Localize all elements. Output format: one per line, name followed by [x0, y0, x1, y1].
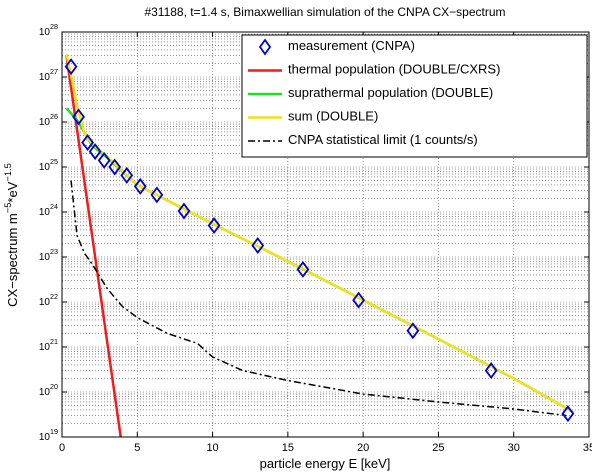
- y-tick-label: 1028​: [39, 22, 58, 38]
- data-point: [177, 202, 191, 220]
- x-tick-label: 20: [357, 442, 369, 454]
- y-tick-label: 1023​: [39, 247, 58, 263]
- legend-label: suprathermal population (DOUBLE): [288, 85, 493, 100]
- data-point: [120, 166, 134, 184]
- x-tick-label: 30: [508, 442, 520, 454]
- y-tick-label: 1019​: [39, 427, 58, 443]
- plot-area: [64, 54, 575, 437]
- y-tick-label: 1027​: [39, 67, 58, 83]
- y-tick-label: 1021​: [39, 337, 58, 353]
- y-tick-label: 1022​: [39, 292, 58, 308]
- data-point: [484, 362, 498, 380]
- x-tick-label: 25: [432, 442, 444, 454]
- x-tick-label: 35: [583, 442, 592, 454]
- legend-label: thermal population (DOUBLE/CXRS): [288, 62, 500, 77]
- data-point: [72, 108, 85, 126]
- x-axis-label: particle energy E [keV]: [260, 456, 391, 471]
- data-point: [108, 158, 122, 176]
- data-point: [97, 151, 111, 169]
- legend-label: sum (DOUBLE): [288, 109, 378, 124]
- y-tick-label: 1024​: [39, 202, 58, 218]
- x-tick-label: 5: [134, 442, 140, 454]
- data-point: [88, 143, 102, 161]
- legend-label: measurement (CNPA): [288, 38, 415, 53]
- data-point: [251, 237, 265, 255]
- data-point: [150, 186, 164, 204]
- chart-title: #31188, t=1.4 s, Bimaxwellian simulation…: [144, 5, 505, 19]
- y-tick-label: 1020​: [39, 382, 58, 398]
- legend-box: [241, 34, 588, 158]
- data-point: [406, 322, 420, 340]
- series-line: [65, 55, 122, 437]
- series-line: [70, 180, 567, 417]
- data-point: [207, 217, 221, 235]
- y-tick-label: 1025​: [39, 157, 58, 173]
- plot-frame: [61, 31, 590, 438]
- data-point: [561, 405, 575, 423]
- x-tick-label: 0: [59, 442, 65, 454]
- x-tick-label: 15: [282, 442, 294, 454]
- y-tick-label: 1026​: [39, 112, 58, 128]
- data-point: [352, 291, 366, 309]
- data-point: [133, 177, 147, 195]
- legend-marker: [258, 38, 272, 56]
- data-point: [81, 134, 94, 152]
- data-point: [296, 260, 310, 278]
- legend-label: CNPA statistical limit (1 counts/s): [288, 132, 478, 147]
- data-point: [64, 58, 78, 76]
- x-tick-label: 10: [206, 442, 218, 454]
- y-axis-label: CX−spectrum m−5​*eV−1.5​: [3, 163, 20, 307]
